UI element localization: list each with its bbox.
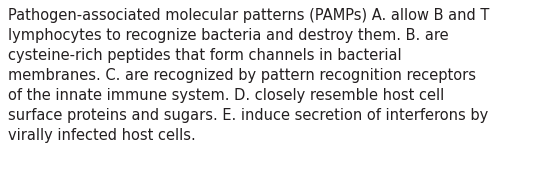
Text: Pathogen-associated molecular patterns (PAMPs) A. allow B and T
lymphocytes to r: Pathogen-associated molecular patterns (… xyxy=(8,8,490,143)
